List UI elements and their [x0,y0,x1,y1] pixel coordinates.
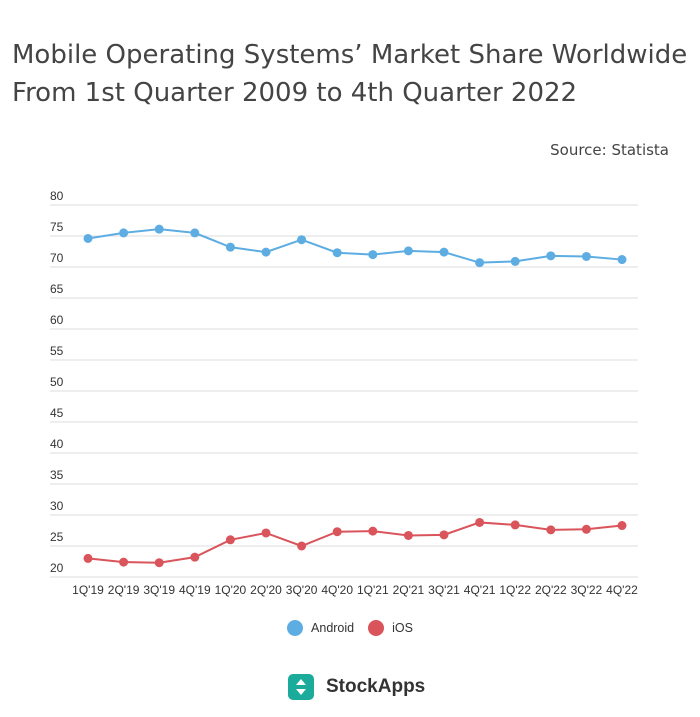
x-tick-label: 4Q'21 [464,583,496,597]
x-tick-label: 2Q'19 [108,583,140,597]
x-tick-label: 3Q'21 [428,583,460,597]
brand-name: StockApps [326,676,426,697]
y-tick-label: 20 [50,561,64,575]
legend-label-ios: iOS [392,621,413,635]
y-tick-label: 35 [50,468,64,482]
data-point-ios [119,557,129,567]
series-line-ios [87,521,623,564]
chart-title: Mobile Operating Systems’ Market Share W… [12,36,687,112]
data-point-android [119,228,129,238]
legend-item-android[interactable]: Android [287,620,354,636]
x-tick-label: 1Q'19 [72,583,104,597]
stockapps-logo-icon [288,674,314,700]
data-point-ios [154,558,164,568]
x-tick-label: 1Q'22 [499,583,531,597]
data-point-android [368,250,378,260]
legend-label-android: Android [311,621,355,635]
x-tick-label: 4Q'19 [179,583,211,597]
data-point-ios [297,541,307,551]
data-point-android [475,258,485,268]
data-point-android [332,248,342,258]
data-point-android [225,242,235,252]
legend-item-ios[interactable]: iOS [368,620,413,636]
data-point-ios [403,530,413,540]
data-point-ios [83,553,93,563]
data-point-android [617,255,627,265]
legend-marker-android [287,620,304,636]
data-point-android [83,233,93,243]
y-tick-label: 45 [50,406,64,420]
x-tick-label: 2Q'22 [535,583,567,597]
data-point-ios [617,521,627,531]
y-tick-label: 30 [50,499,64,513]
y-tick-label: 25 [50,530,64,544]
source-label: Source: Statista [550,141,669,159]
legend: Android iOS [0,620,700,636]
data-point-android [581,251,591,261]
data-point-ios [439,530,449,540]
x-tick-label: 1Q'21 [357,583,389,597]
data-point-ios [475,517,485,527]
y-tick-label: 65 [50,282,64,296]
data-point-ios [368,526,378,536]
y-tick-label: 70 [50,251,64,265]
y-tick-label: 50 [50,375,64,389]
brand-logo: StockApps [288,674,425,700]
data-point-ios [546,525,556,535]
series-line-android [87,228,623,264]
y-tick-label: 60 [50,313,64,327]
data-point-android [510,256,520,266]
x-tick-label: 3Q'20 [286,583,318,597]
data-point-ios [261,528,271,538]
data-point-android [403,246,413,256]
y-tick-label: 80 [50,189,64,203]
y-tick-label: 75 [50,220,64,234]
data-point-ios [581,524,591,534]
y-tick-label: 55 [50,344,64,358]
x-tick-label: 3Q'19 [143,583,175,597]
data-point-ios [190,552,200,562]
data-point-ios [510,520,520,530]
data-point-ios [225,535,235,545]
data-point-android [439,247,449,257]
x-tick-label: 3Q'22 [571,583,603,597]
x-tick-label: 4Q'22 [606,583,638,597]
y-tick-label: 40 [50,437,64,451]
data-point-android [297,235,307,245]
data-point-ios [332,527,342,537]
legend-marker-ios [368,620,385,636]
x-tick-label: 1Q'20 [215,583,247,597]
x-tick-label: 2Q'21 [393,583,425,597]
x-tick-label: 4Q'20 [321,583,353,597]
x-tick-label: 2Q'20 [250,583,282,597]
title-line-1: Mobile Operating Systems’ Market Share W… [12,40,688,70]
data-point-android [154,224,164,234]
data-point-android [546,251,556,261]
data-point-android [261,247,271,257]
data-point-android [190,228,200,238]
title-line-2: From 1st Quarter 2009 to 4th Quarter 202… [12,78,578,108]
